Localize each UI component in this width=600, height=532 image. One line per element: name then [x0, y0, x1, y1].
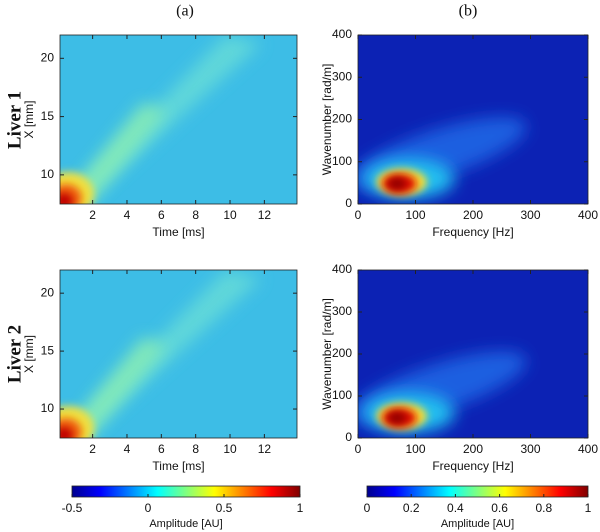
colorbar-tick-label: 1 — [585, 501, 592, 515]
y-axis-label: X [mm] — [22, 335, 36, 373]
y-tick-label: 200 — [332, 346, 352, 360]
y-axis-label: Wavenumber [rad/m] — [320, 298, 334, 410]
row-label: Liver 2 — [4, 325, 25, 383]
y-tick-label: 100 — [332, 388, 352, 402]
x-tick-label: 300 — [520, 208, 540, 222]
colorbar-tick-label: 0.5 — [216, 501, 233, 515]
x-tick-label: 6 — [158, 208, 165, 222]
y-tick-label: 0 — [345, 430, 352, 444]
y-tick-label: 10 — [41, 167, 55, 181]
colorbar — [366, 485, 589, 498]
y-tick-label: 300 — [332, 69, 352, 83]
colorbar-tick-label: 1 — [297, 501, 304, 515]
y-tick-label: 15 — [41, 343, 55, 357]
x-tick-label: 6 — [158, 442, 165, 456]
y-tick-label: 10 — [41, 401, 55, 415]
x-tick-label: 10 — [223, 208, 237, 222]
axes-box — [59, 269, 298, 439]
x-tick-label: 2 — [89, 442, 96, 456]
y-tick-label: 400 — [332, 27, 352, 41]
heatmap-image — [60, 270, 297, 438]
colorbar-tick-label: 0.6 — [491, 501, 508, 515]
colorbar-tick-label: 0.8 — [535, 501, 552, 515]
heatmap-shading — [60, 193, 73, 204]
y-tick-label: 20 — [41, 285, 55, 299]
colorbar-tick-label: 0 — [145, 501, 152, 515]
y-tick-label: 400 — [332, 262, 352, 276]
axes-box — [59, 34, 298, 205]
x-tick-label: 200 — [463, 208, 483, 222]
colorbar-tick-label: 0 — [364, 501, 371, 515]
column-label: (a) — [176, 3, 194, 20]
x-tick-label: 4 — [124, 208, 131, 222]
y-tick-label: 100 — [332, 154, 352, 168]
row-label: Liver 1 — [4, 91, 25, 149]
x-tick-label: 400 — [578, 208, 598, 222]
colorbar-tick-label: 0.2 — [403, 501, 420, 515]
heatmap-image — [358, 35, 588, 204]
colorbar — [71, 485, 301, 498]
x-tick-label: 400 — [578, 442, 598, 456]
colorbar-label: Amplitude [AU] — [149, 518, 222, 530]
y-tick-label: 20 — [41, 50, 55, 64]
heatmap-shading — [387, 177, 407, 190]
x-axis-label: Time [ms] — [152, 459, 204, 473]
y-tick-label: 0 — [345, 196, 352, 210]
x-tick-label: 200 — [463, 442, 483, 456]
x-tick-label: 100 — [405, 442, 425, 456]
x-axis-label: Frequency [Hz] — [432, 459, 513, 473]
x-tick-label: 4 — [124, 442, 131, 456]
y-axis-label: X [mm] — [22, 101, 36, 139]
column-label: (b) — [459, 3, 478, 20]
heatmap-shading — [60, 427, 73, 438]
colorbar-tick-label: -0.5 — [62, 501, 83, 515]
x-tick-label: 300 — [520, 442, 540, 456]
x-tick-label: 10 — [223, 442, 237, 456]
heatmap-image — [358, 270, 588, 438]
x-tick-label: 8 — [192, 208, 199, 222]
x-tick-label: 8 — [192, 442, 199, 456]
x-axis-label: Time [ms] — [152, 225, 204, 239]
x-tick-label: 12 — [258, 208, 272, 222]
y-tick-label: 300 — [332, 304, 352, 318]
y-tick-label: 200 — [332, 112, 352, 126]
x-tick-label: 0 — [355, 442, 362, 456]
heatmap-shading — [60, 102, 167, 204]
heatmap-image — [60, 35, 297, 204]
x-axis-label: Frequency [Hz] — [432, 225, 513, 239]
x-tick-label: 12 — [258, 442, 272, 456]
y-axis-label: Wavenumber [rad/m] — [320, 64, 334, 176]
x-tick-label: 100 — [405, 208, 425, 222]
colorbar-tick-label: 0.4 — [447, 501, 464, 515]
y-tick-label: 15 — [41, 109, 55, 123]
heatmap-shading — [387, 411, 407, 424]
x-tick-label: 2 — [89, 208, 96, 222]
colorbar-label: Amplitude [AU] — [441, 518, 514, 530]
x-tick-label: 0 — [355, 208, 362, 222]
